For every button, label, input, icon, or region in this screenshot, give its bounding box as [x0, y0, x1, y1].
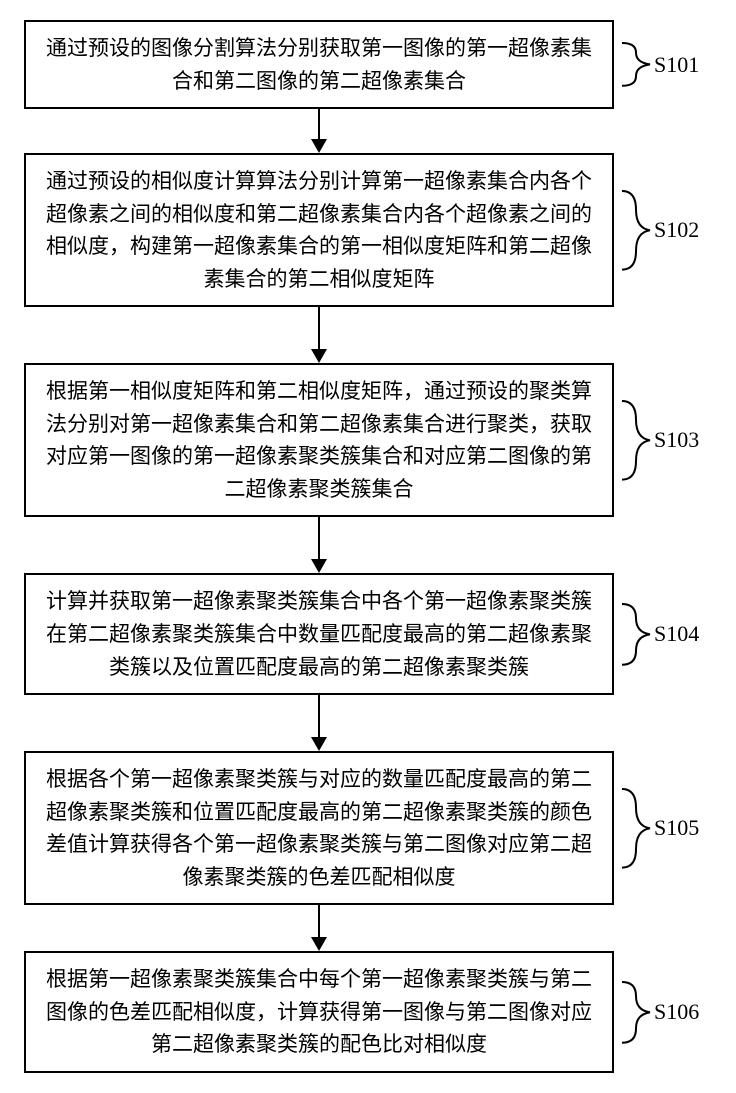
- step-row: 根据第一相似度矩阵和第二相似度矩阵，通过预设的聚类算法分别对第一超像素集合和第二…: [20, 363, 716, 517]
- arrow-down-icon: [311, 109, 327, 153]
- step-label: S102: [654, 217, 699, 243]
- step-row: 通过预设的相似度计算算法分别计算第一超像素集合内各个超像素之间的相似度和第二超像…: [20, 153, 716, 307]
- arrow-down-icon: [311, 905, 327, 951]
- arrow-down-icon: [311, 695, 327, 751]
- step-connector: S105: [622, 787, 712, 870]
- step-box: 根据第一超像素聚类簇集合中每个第一超像素聚类簇与第二图像的色差匹配相似度，计算获…: [24, 951, 614, 1073]
- step-box: 通过预设的相似度计算算法分别计算第一超像素集合内各个超像素之间的相似度和第二超像…: [24, 153, 614, 307]
- step-box: 通过预设的图像分割算法分别获取第一图像的第一超像素集合和第二图像的第二超像素集合: [24, 20, 614, 109]
- step-connector: S102: [622, 189, 712, 272]
- step-box: 计算并获取第一超像素聚类簇集合中各个第一超像素聚类簇在第二超像素聚类簇集合中数量…: [24, 573, 614, 695]
- step-label: S104: [654, 621, 699, 647]
- step-connector: S101: [622, 41, 712, 88]
- arrow-down-icon: [311, 517, 327, 573]
- step-label: S101: [654, 52, 699, 78]
- step-label: S106: [654, 999, 699, 1025]
- step-row: 根据各个第一超像素聚类簇与对应的数量匹配度最高的第二超像素聚类簇和位置匹配度最高…: [20, 751, 716, 905]
- step-connector: S106: [622, 980, 712, 1045]
- step-connector: S103: [622, 399, 712, 482]
- step-row: 通过预设的图像分割算法分别获取第一图像的第一超像素集合和第二图像的第二超像素集合…: [20, 20, 716, 109]
- flowchart-container: 通过预设的图像分割算法分别获取第一图像的第一超像素集合和第二图像的第二超像素集合…: [20, 20, 716, 1073]
- step-label: S105: [654, 815, 699, 841]
- step-box: 根据各个第一超像素聚类簇与对应的数量匹配度最高的第二超像素聚类簇和位置匹配度最高…: [24, 751, 614, 905]
- step-row: 计算并获取第一超像素聚类簇集合中各个第一超像素聚类簇在第二超像素聚类簇集合中数量…: [20, 573, 716, 695]
- step-row: 根据第一超像素聚类簇集合中每个第一超像素聚类簇与第二图像的色差匹配相似度，计算获…: [20, 951, 716, 1073]
- arrow-down-icon: [311, 307, 327, 363]
- step-connector: S104: [622, 602, 712, 667]
- step-label: S103: [654, 427, 699, 453]
- step-box: 根据第一相似度矩阵和第二相似度矩阵，通过预设的聚类算法分别对第一超像素集合和第二…: [24, 363, 614, 517]
